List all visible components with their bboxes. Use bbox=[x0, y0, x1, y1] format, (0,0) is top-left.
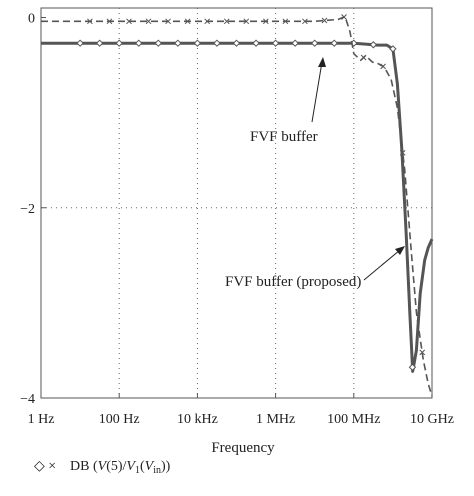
series-line-fvf-proposed bbox=[41, 15, 433, 397]
grid bbox=[41, 8, 432, 398]
x-tick-label: 10 kHz bbox=[177, 412, 218, 427]
legend: ◇ × DB (V(5)/V1(Vin)) bbox=[34, 459, 171, 476]
series-marker-diamond bbox=[154, 39, 163, 47]
series-marker-cross bbox=[184, 18, 191, 25]
series-marker-cross bbox=[204, 18, 211, 25]
y-tick-label: −4 bbox=[20, 392, 35, 407]
series-marker-diamond bbox=[76, 39, 84, 47]
series-marker-diamond bbox=[115, 39, 123, 47]
x-axis-label: Frequency bbox=[211, 440, 275, 456]
series-marker-diamond bbox=[95, 39, 104, 47]
series-marker-diamond bbox=[271, 39, 280, 47]
series-marker-cross bbox=[223, 18, 230, 25]
legend-text-part-2: V bbox=[98, 459, 108, 474]
series-marker-diamond bbox=[369, 41, 378, 49]
x-tick-label: 100 Hz bbox=[99, 412, 140, 427]
legend-text-part-8: in bbox=[153, 465, 161, 476]
legend-text-part-6: ( bbox=[140, 459, 145, 474]
series-marker-diamond bbox=[174, 39, 182, 47]
legend-markers: ◇ × bbox=[34, 459, 56, 474]
series-marker-cross bbox=[262, 18, 269, 25]
series-marker-diamond bbox=[389, 45, 397, 53]
legend-text-part-4: V bbox=[126, 459, 136, 474]
series-marker-diamond bbox=[213, 39, 221, 47]
series-group bbox=[41, 14, 434, 397]
series-marker-diamond bbox=[330, 39, 338, 47]
x-tick-label: 1 MHz bbox=[256, 412, 295, 427]
series-marker-diamond bbox=[291, 39, 299, 47]
series-marker-cross bbox=[165, 18, 171, 25]
series-marker-cross bbox=[419, 349, 426, 356]
series-marker-cross bbox=[106, 18, 113, 25]
legend-text-part-1: DB ( bbox=[70, 459, 98, 474]
annotation-fvf-buffer: FVF buffer bbox=[250, 129, 318, 145]
legend-text: DB (V(5)/V1(Vin)) bbox=[70, 459, 171, 476]
series-marker-cross bbox=[243, 18, 250, 25]
series-marker-cross bbox=[87, 18, 93, 25]
x-tick-label: 100 MHz bbox=[327, 412, 380, 427]
legend-text-part-9: )) bbox=[161, 459, 171, 474]
y-tick-label: −2 bbox=[20, 202, 35, 217]
annotation-fvf-buffer-proposed: FVF buffer (proposed) bbox=[225, 274, 361, 290]
annotation-arrow-fvf-buffer bbox=[311, 61, 323, 123]
legend-text-part-7: V bbox=[145, 459, 155, 474]
series-marker-diamond bbox=[232, 39, 241, 47]
series-marker-cross bbox=[360, 54, 367, 61]
series-marker-cross bbox=[282, 18, 289, 25]
tick-labels: 1 Hz 100 Hz 10 kHz 1 MHz 100 MHz 10 GHz 0 −2 −4 bbox=[20, 12, 454, 427]
series-marker-cross bbox=[399, 149, 406, 156]
series-marker-diamond bbox=[252, 39, 260, 47]
series-marker-cross bbox=[380, 63, 386, 70]
series-marker-cross bbox=[302, 18, 308, 25]
series-marker-diamond bbox=[193, 39, 202, 47]
x-tick-label: 1 Hz bbox=[28, 412, 55, 427]
series-marker-cross bbox=[341, 14, 347, 20]
annotation-arrowhead-fvf-buffer bbox=[318, 57, 326, 67]
x-tick-label: 10 GHz bbox=[410, 412, 454, 427]
series-marker-diamond bbox=[135, 39, 143, 47]
annotation-arrow-fvf-proposed bbox=[363, 249, 401, 281]
legend-text-part-3: (5)/ bbox=[106, 459, 126, 474]
series-marker-cross bbox=[145, 18, 152, 25]
y-tick-label: 0 bbox=[28, 12, 35, 27]
series-marker-diamond bbox=[310, 39, 319, 47]
series-marker-cross bbox=[126, 18, 132, 25]
legend-text-part-5: 1 bbox=[135, 465, 140, 476]
annotation-arrowhead-fvf-proposed bbox=[395, 246, 405, 255]
series-marker-cross bbox=[321, 17, 328, 24]
series-marker-diamond bbox=[408, 363, 417, 371]
plot-frame bbox=[40, 7, 433, 399]
